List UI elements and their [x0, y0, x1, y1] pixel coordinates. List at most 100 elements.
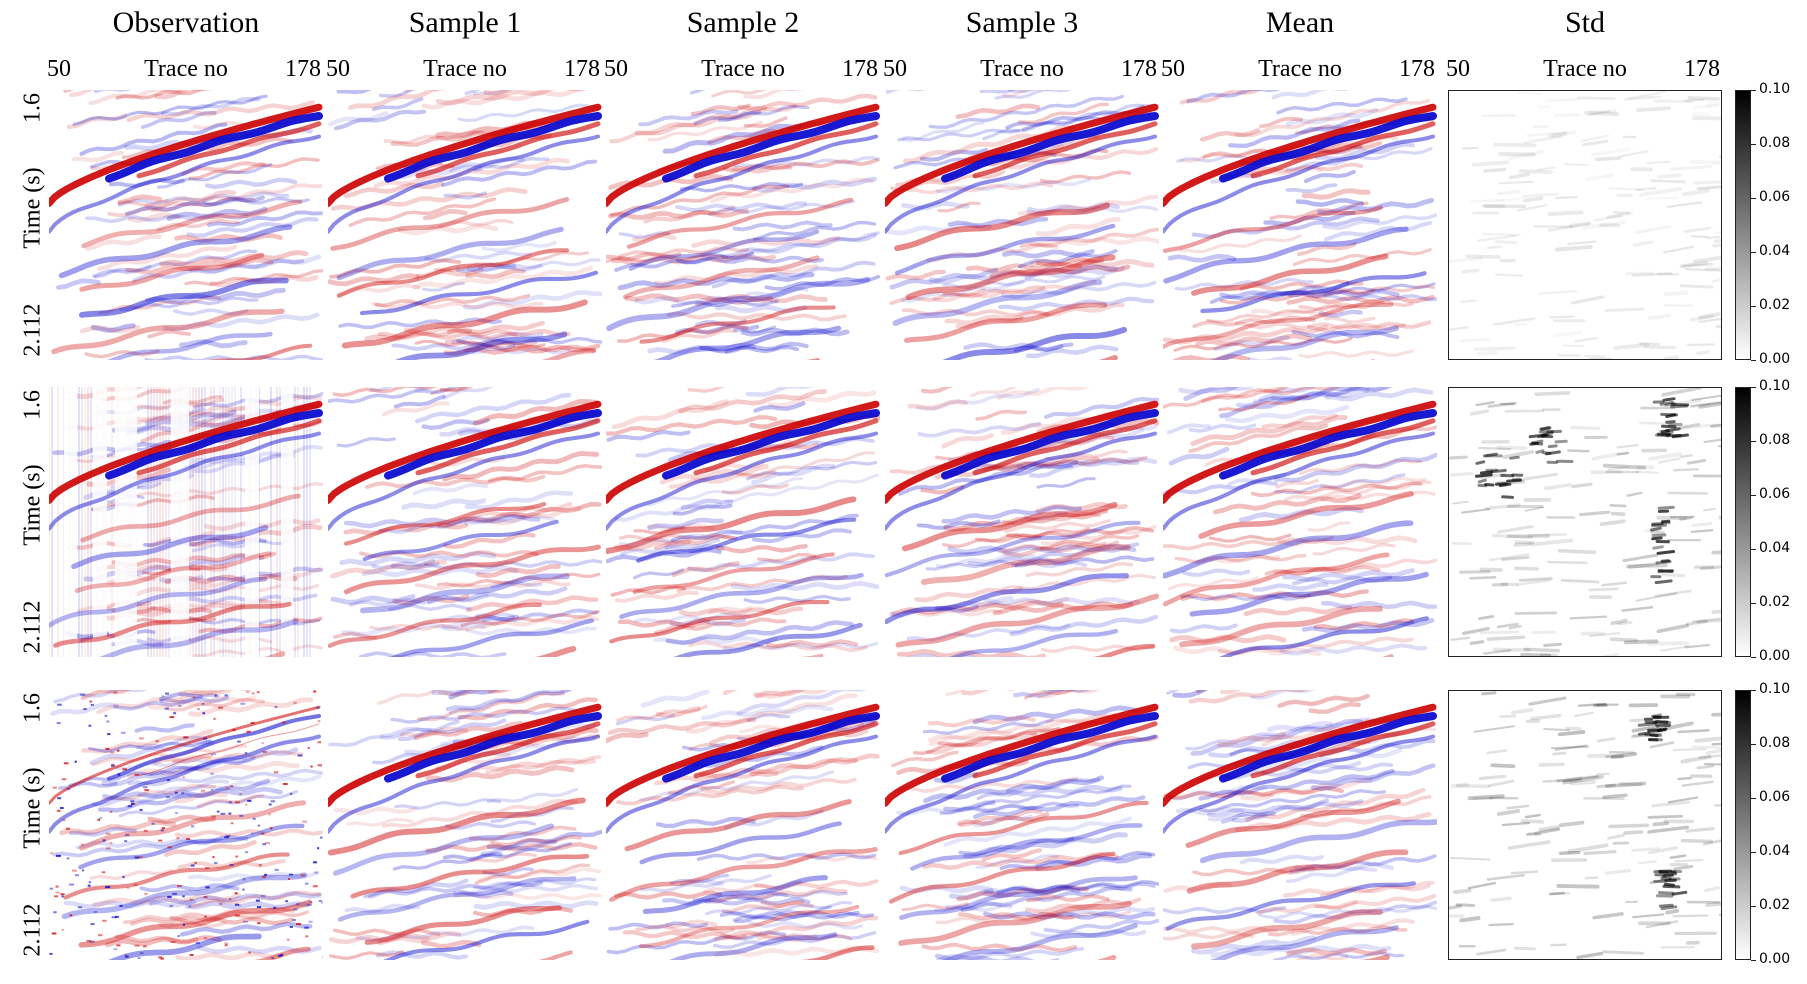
- background-reflector: [472, 399, 598, 426]
- deep-reflector: [885, 573, 1129, 624]
- std-texture: [1622, 553, 1659, 563]
- std-texture: [1608, 823, 1650, 829]
- std-texture: [1685, 826, 1715, 833]
- background-reflector: [468, 825, 577, 842]
- background-reflector: [188, 697, 314, 717]
- background-reflector: [685, 693, 858, 734]
- deep-reflector: [898, 900, 1132, 946]
- background-reflector: [1307, 521, 1351, 533]
- background-reflector: [616, 784, 804, 806]
- background-reflector: [669, 618, 746, 627]
- background-reflector: [207, 210, 323, 227]
- seismic-panel: [49, 90, 323, 360]
- sparse-sample: [158, 956, 163, 959]
- std-texture: [1656, 272, 1680, 276]
- background-reflector: [998, 541, 1107, 553]
- std-hotspot: [1670, 403, 1690, 407]
- background-reflector: [1025, 344, 1119, 359]
- std-texture: [1521, 192, 1559, 198]
- std-texture: [1527, 532, 1567, 538]
- seismic-image: [49, 90, 323, 360]
- background-reflector: [174, 233, 283, 243]
- std-texture: [1483, 167, 1507, 173]
- background-reflector: [1303, 169, 1356, 184]
- x-axis-label: Trace no: [144, 56, 228, 82]
- sparse-sample: [238, 904, 241, 907]
- std-texture: [1610, 752, 1638, 759]
- std-hotspot: [1671, 433, 1689, 439]
- background-reflector: [1188, 690, 1309, 704]
- deep-reflector: [389, 618, 595, 657]
- background-reflector: [618, 533, 735, 542]
- background-reflector: [936, 947, 1085, 960]
- std-texture: [1501, 556, 1530, 561]
- background-reflector: [1024, 265, 1126, 281]
- background-reflector: [1163, 881, 1232, 894]
- std-image: [1449, 691, 1721, 959]
- std-colorbar: [1735, 387, 1751, 657]
- deep-reflector: [1163, 302, 1394, 349]
- std-texture: [1488, 779, 1515, 788]
- background-reflector: [715, 543, 808, 554]
- std-texture: [1524, 506, 1545, 512]
- background-reflector: [1231, 811, 1276, 824]
- background-reflector: [632, 568, 685, 580]
- sparse-sample: [134, 773, 139, 776]
- sparse-sample: [88, 724, 92, 727]
- background-reflector: [1319, 880, 1435, 898]
- background-reflector: [655, 706, 701, 718]
- background-reflector: [1282, 568, 1415, 582]
- background-reflector: [1025, 562, 1134, 578]
- background-reflector: [707, 606, 753, 615]
- secondary-reflector-negative: [885, 734, 1157, 834]
- sparse-sample: [320, 836, 323, 839]
- std-hotspot: [1660, 429, 1670, 434]
- std-texture: [1548, 131, 1567, 138]
- secondary-reflector-positive: [415, 721, 601, 779]
- background-reflector: [348, 90, 440, 110]
- background-reflector: [1285, 147, 1433, 172]
- std-texture: [1516, 579, 1551, 586]
- background-reflector: [721, 483, 790, 495]
- background-reflector: [711, 260, 876, 289]
- sparse-sample: [271, 957, 275, 959]
- deep-reflector: [362, 519, 559, 562]
- sparse-sample: [144, 789, 149, 792]
- sparse-sample: [83, 708, 87, 711]
- background-reflector: [608, 208, 749, 220]
- std-texture: [1534, 391, 1571, 396]
- main-reflector-negative: [941, 409, 1159, 480]
- background-reflector: [1166, 690, 1181, 695]
- std-hotspot: [1509, 455, 1520, 460]
- secondary-reflector-negative: [328, 134, 600, 234]
- std-texture: [1510, 870, 1539, 875]
- background-reflector: [1250, 481, 1423, 498]
- background-reflector: [606, 548, 722, 564]
- std-hotspot: [1665, 420, 1676, 424]
- background-reflector: [745, 387, 814, 397]
- background-reflector: [764, 274, 880, 291]
- background-reflector: [1001, 248, 1095, 259]
- sparse-sample: [201, 789, 205, 792]
- std-texture: [1502, 449, 1535, 460]
- sparse-sample: [225, 834, 231, 837]
- colorbar-tick-mark: [1751, 360, 1756, 361]
- background-reflector: [606, 930, 787, 955]
- std-texture: [1631, 272, 1673, 277]
- std-texture: [1604, 307, 1645, 312]
- background-reflector: [66, 113, 128, 130]
- background-reflector: [343, 181, 445, 199]
- std-texture: [1647, 825, 1690, 834]
- std-hotspot: [1655, 433, 1670, 438]
- background-reflector: [1026, 894, 1110, 903]
- background-reflector: [1291, 329, 1400, 340]
- background-reflector: [643, 205, 736, 224]
- y-tick-label-min: 1.6: [19, 693, 46, 723]
- deep-reflector: [639, 904, 860, 949]
- background-reflector: [767, 390, 877, 409]
- std-panel: [1448, 690, 1722, 960]
- sparse-sample: [116, 944, 121, 947]
- background-reflector: [1307, 320, 1432, 333]
- sparse-sample: [305, 935, 309, 938]
- background-reflector: [1192, 315, 1316, 329]
